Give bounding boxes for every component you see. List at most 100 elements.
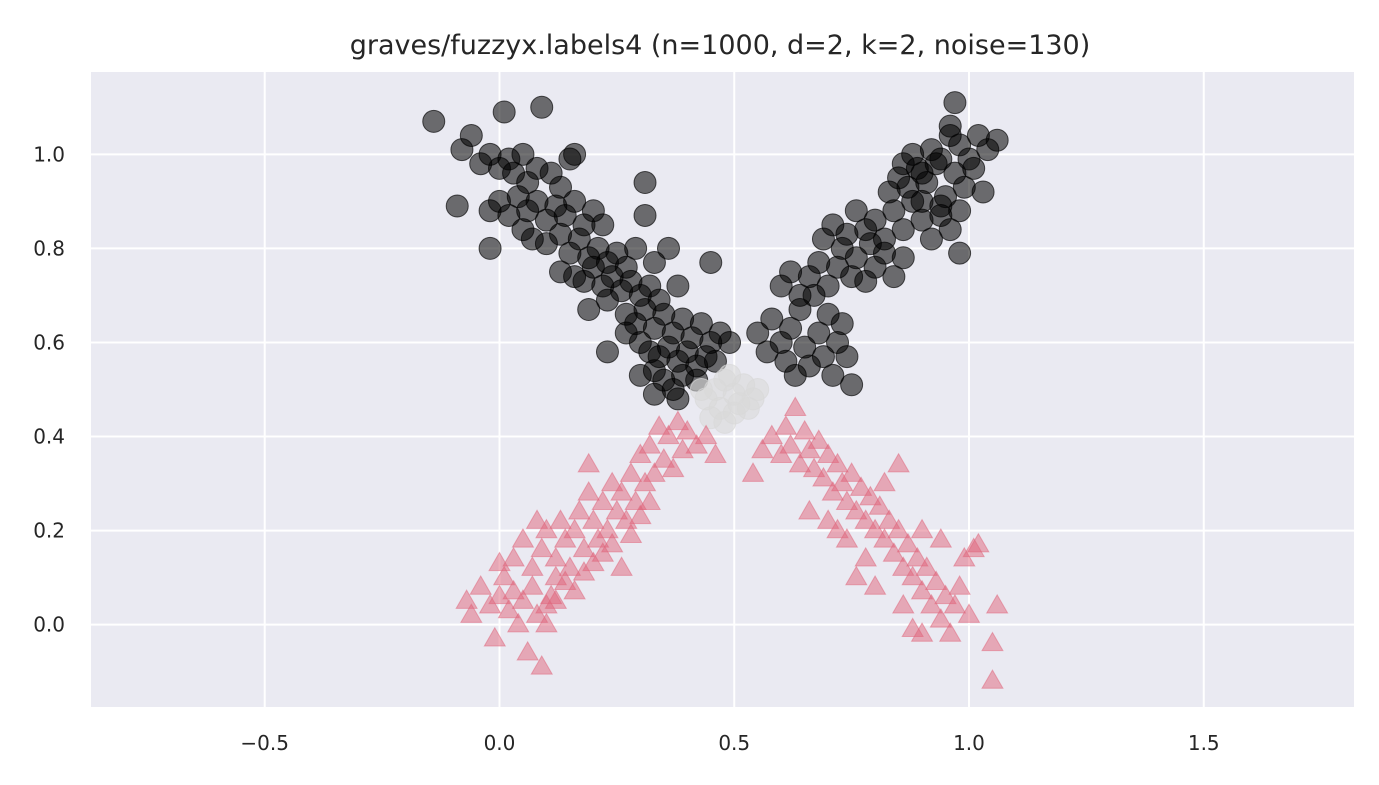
circle-point	[581, 255, 605, 279]
triangle-point	[854, 546, 878, 567]
triangle-point	[638, 433, 662, 454]
triangle-point	[511, 528, 535, 548]
triangle-point	[521, 556, 544, 576]
circle-point	[760, 307, 784, 331]
triangle-point	[638, 490, 662, 511]
triangle-point	[957, 603, 981, 623]
triangle-point	[619, 523, 643, 543]
circle-point	[835, 345, 859, 369]
circle-point	[633, 171, 657, 195]
circle-point	[624, 236, 648, 260]
triangle-point	[704, 443, 727, 464]
triangle-point	[605, 499, 629, 520]
circle-point	[718, 363, 742, 387]
circle-point	[633, 203, 657, 227]
triangle-point	[530, 537, 554, 558]
circle-point	[840, 373, 864, 397]
circle-point	[948, 241, 972, 265]
triangle-point	[600, 471, 624, 492]
triangle-point	[783, 396, 807, 416]
circle-point	[595, 340, 619, 364]
triangle-point	[981, 631, 1004, 652]
circle-point	[985, 128, 1009, 152]
y-axis-ticks: 0.0 0.2 0.4 0.6 0.8 1.0	[33, 142, 65, 636]
triangle-point	[530, 655, 554, 675]
y-tick-label: 0.4	[33, 425, 65, 449]
circle-point	[595, 288, 619, 312]
triangle-point	[516, 640, 539, 661]
circle-point	[811, 345, 835, 369]
y-tick-label: 0.2	[33, 519, 65, 543]
triangle-point	[798, 499, 821, 520]
triangle-point	[788, 452, 812, 473]
circle-point	[938, 218, 962, 242]
triangle-point	[600, 532, 624, 553]
circle-point	[689, 378, 713, 401]
triangle-point	[657, 424, 680, 445]
triangle-point	[915, 556, 939, 576]
circle-point	[938, 114, 962, 138]
circle-point	[459, 124, 483, 147]
triangle-point	[610, 556, 633, 576]
triangle-point	[488, 551, 511, 572]
triangle-point	[896, 532, 920, 553]
triangle-point	[826, 452, 849, 473]
circle-point	[746, 321, 770, 345]
circle-point	[779, 316, 803, 340]
triangle-point	[492, 565, 516, 586]
y-tick-label: 0.6	[33, 330, 65, 354]
circle-point	[699, 251, 723, 274]
triangle-point	[619, 462, 643, 482]
triangle-point	[887, 452, 910, 473]
triangle-point	[652, 448, 676, 468]
series-0	[422, 91, 1009, 411]
triangle-point	[779, 433, 802, 454]
triangle-point	[835, 490, 859, 511]
triangle-point	[591, 490, 615, 511]
circle-point	[492, 100, 516, 124]
triangle-point	[943, 593, 967, 614]
series-1	[689, 363, 770, 434]
circle-point	[666, 274, 690, 298]
triangle-point	[544, 546, 568, 567]
circle-point	[445, 194, 469, 218]
triangle-point	[891, 593, 915, 614]
circle-point	[882, 265, 906, 289]
triangle-point	[643, 462, 666, 482]
triangle-point	[873, 471, 896, 492]
triangle-point	[525, 509, 549, 529]
triangle-point	[502, 579, 525, 600]
triangle-point	[563, 518, 586, 539]
circle-point	[727, 392, 751, 416]
triangle-point	[629, 504, 652, 525]
triangle-point	[859, 485, 882, 506]
triangle-point	[511, 589, 535, 609]
x-tick-label: −0.5	[240, 731, 289, 755]
triangle-point	[506, 612, 530, 633]
triangle-point	[868, 495, 892, 515]
circle-point	[891, 246, 915, 270]
triangle-point	[610, 480, 633, 501]
circle-point	[844, 199, 868, 223]
circle-point	[971, 180, 995, 204]
circle-point	[689, 312, 713, 336]
circle-point	[567, 227, 591, 251]
x-tick-label: 0.0	[484, 731, 516, 755]
circle-point	[891, 218, 915, 242]
triangle-point	[694, 424, 718, 445]
circle-point	[422, 109, 446, 133]
triangle-point	[887, 518, 910, 539]
triangle-point	[624, 490, 647, 511]
triangle-point	[567, 499, 591, 520]
triangle-point	[816, 443, 840, 464]
circle-point	[943, 91, 967, 115]
triangle-point	[647, 415, 671, 435]
triangle-point	[596, 518, 619, 539]
triangle-point	[929, 528, 953, 548]
circle-point	[511, 142, 535, 166]
triangle-point	[563, 579, 586, 600]
circle-point	[478, 236, 502, 260]
circle-point	[929, 147, 953, 171]
chart-title: graves/fuzzyx.labels4 (n=1000, d=2, k=2,…	[350, 30, 1091, 61]
y-tick-label: 1.0	[33, 142, 65, 166]
